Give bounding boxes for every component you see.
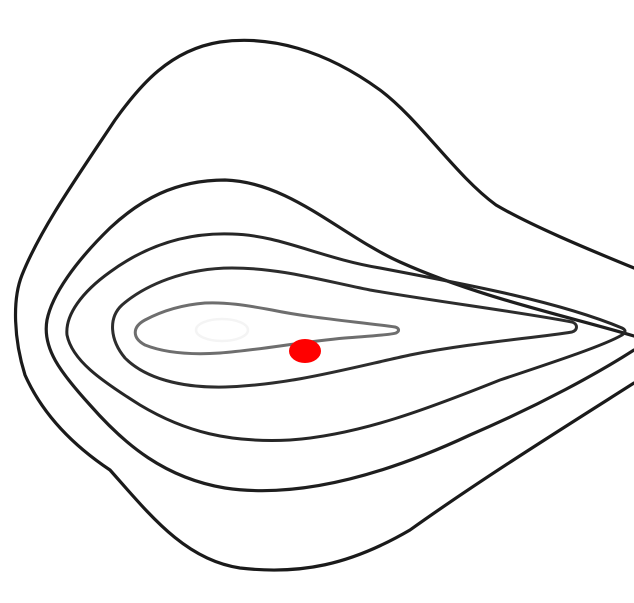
contour-level-2 <box>44 178 634 493</box>
marker-dot <box>289 339 321 363</box>
contour-level-4 <box>111 266 578 389</box>
contour-level-5 <box>133 301 400 356</box>
contour-level-6 <box>194 317 250 343</box>
contour-level-3 <box>65 232 627 442</box>
contour-level-1 <box>13 38 634 572</box>
